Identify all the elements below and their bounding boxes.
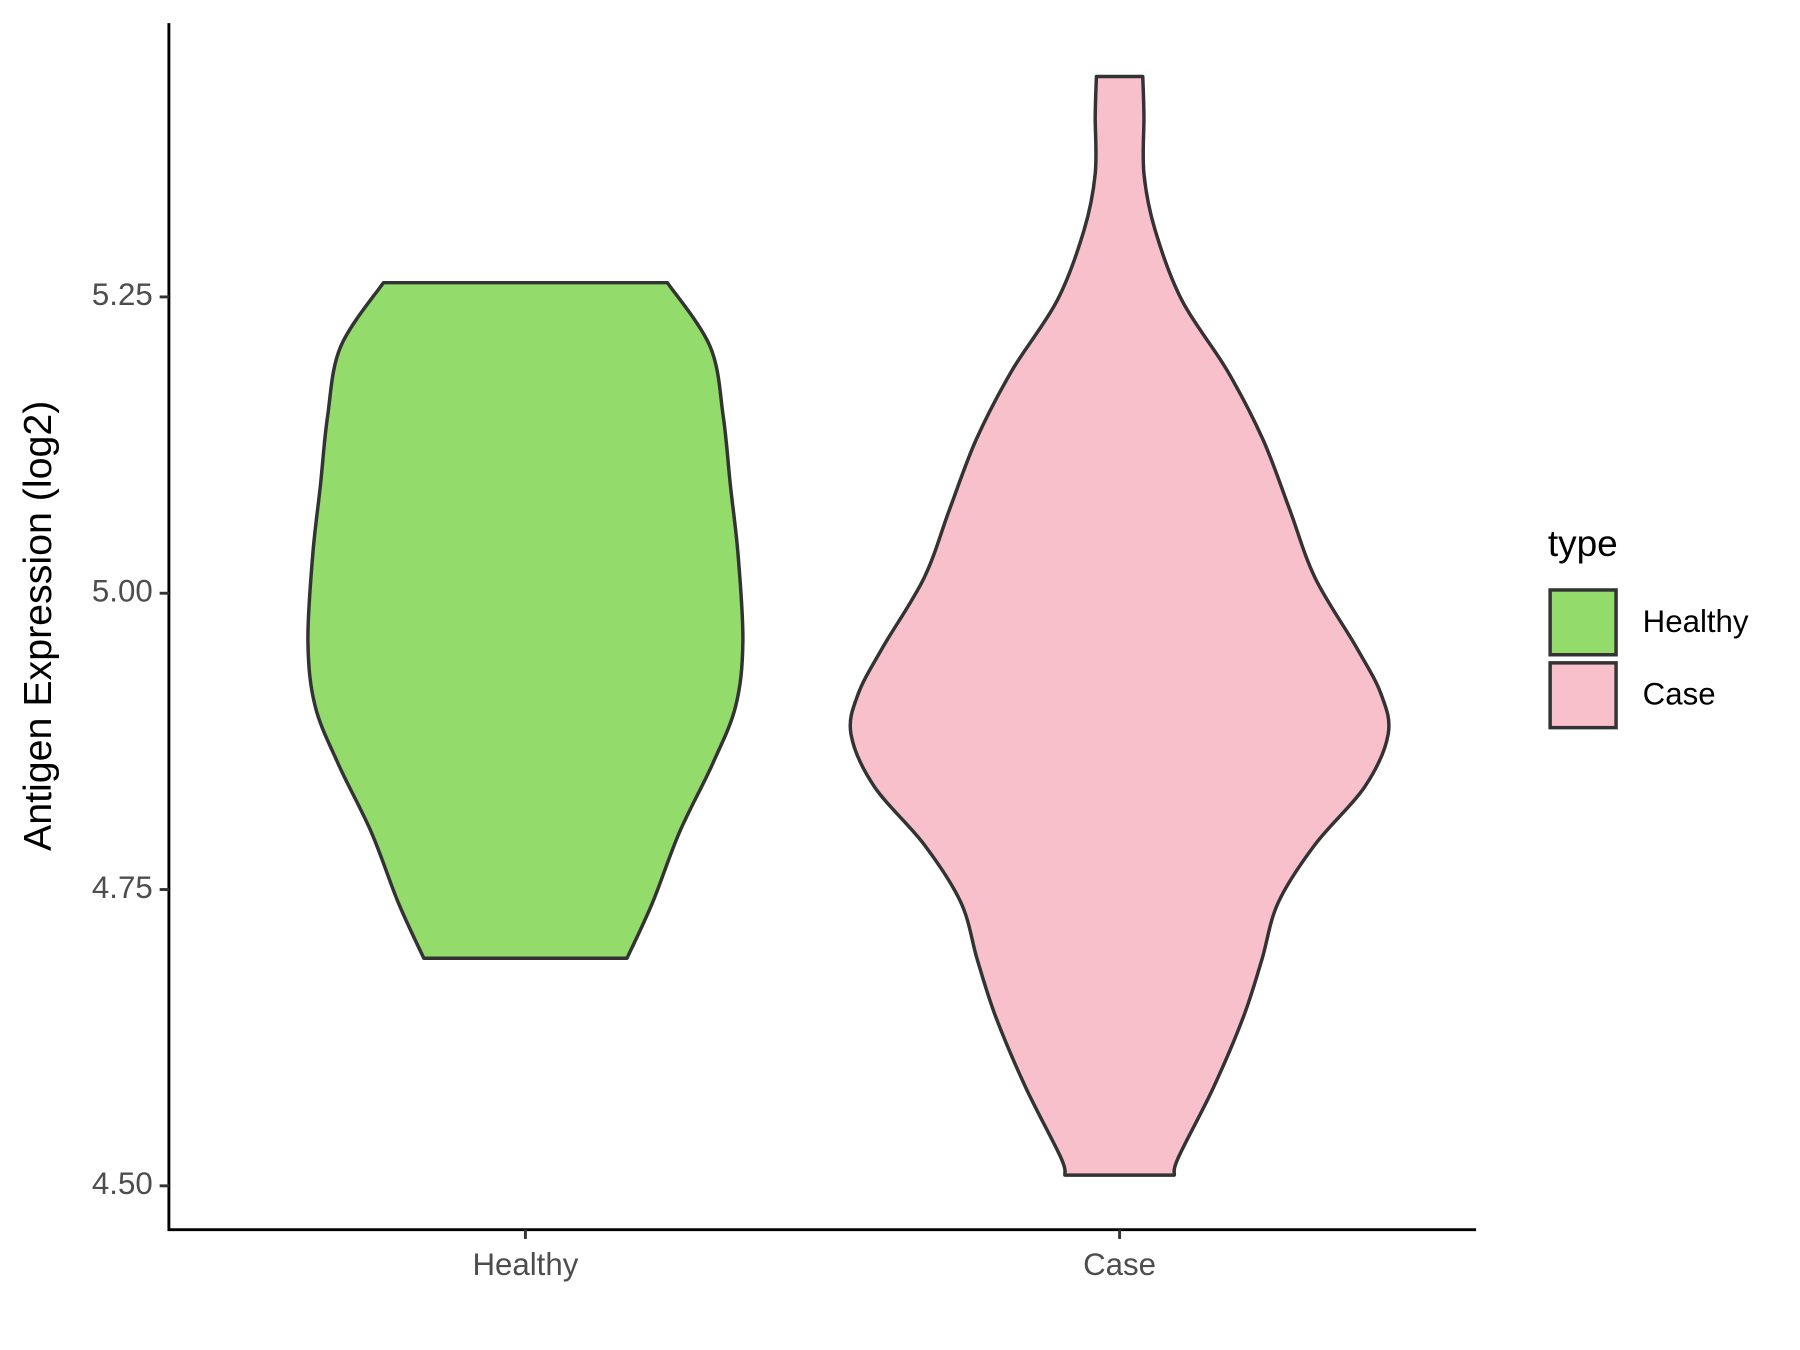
legend-swatch <box>1548 588 1618 657</box>
violin <box>848 74 1391 1177</box>
violin <box>306 280 745 961</box>
x-tick-label: Healthy <box>472 1247 578 1282</box>
legend-swatch <box>1548 661 1618 730</box>
legend-title: type <box>1548 522 1618 564</box>
y-tick-label: 4.75 <box>92 870 153 905</box>
y-tick-label: 5.25 <box>92 277 153 312</box>
y-tick-label: 4.50 <box>92 1166 153 1201</box>
legend-label: Healthy <box>1643 604 1749 639</box>
y-tick-label: 5.00 <box>92 573 153 608</box>
y-axis-title: Antigen Expression (log2) <box>16 401 60 851</box>
x-tick-label: Case <box>1083 1247 1156 1282</box>
legend-label: Case <box>1643 677 1716 712</box>
